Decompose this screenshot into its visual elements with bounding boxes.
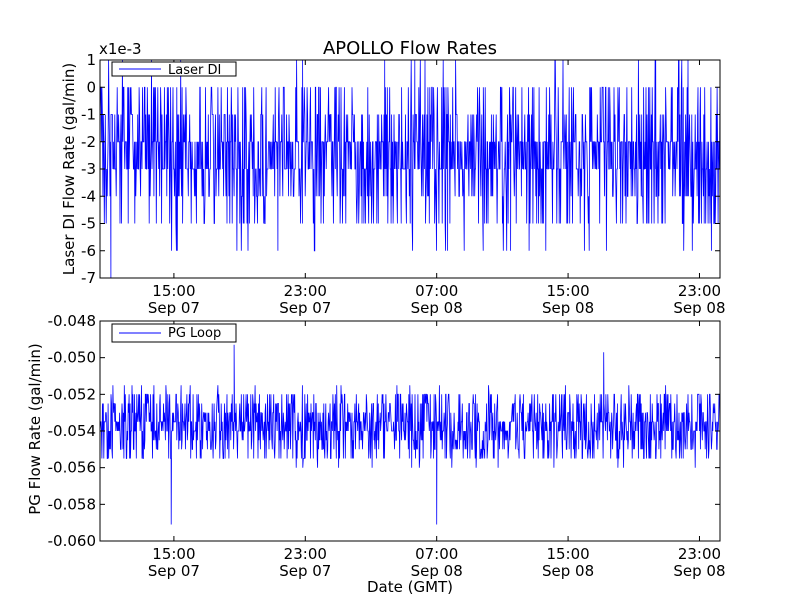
x-axis-title: Date (GMT) bbox=[367, 578, 453, 596]
y-tick-label: -5 bbox=[81, 215, 96, 233]
subplot-pg-loop: PG Flow Rate (gal/min) -0.048 -0.050 -0.05… bbox=[26, 312, 726, 580]
y-tick-label: -0.048 bbox=[48, 312, 96, 330]
legend-pg-loop: PG Loop bbox=[111, 323, 237, 343]
series-line-pg-loop bbox=[100, 344, 720, 525]
series-line-laser-di bbox=[100, 60, 720, 278]
y-tick-label: -0.056 bbox=[48, 459, 96, 477]
y-axis-title-pg-loop: PG Flow Rate (gal/min) bbox=[26, 343, 44, 515]
legend-label-laser-di: Laser DI bbox=[168, 63, 221, 78]
x-tick-label-time: 15:00 bbox=[546, 282, 589, 300]
chart-title: APOLLO Flow Rates bbox=[323, 38, 497, 59]
subplot-laser-di: x1e-3 Laser DI Flow Rate (gal/min) 1 0 -1 -… bbox=[60, 40, 726, 317]
y-tick-label: -0.060 bbox=[48, 532, 96, 550]
x-tick-label-date: Sep 07 bbox=[279, 562, 331, 580]
y-tick-label: -0.054 bbox=[48, 422, 96, 440]
y-tick-label: -7 bbox=[81, 269, 96, 287]
x-tick-label-date: Sep 08 bbox=[673, 562, 725, 580]
legend-laser-di: Laser DI bbox=[111, 61, 237, 78]
legend-label-pg-loop: PG Loop bbox=[168, 326, 221, 341]
x-tick-label-time: 15:00 bbox=[152, 545, 195, 563]
legend-box bbox=[111, 323, 237, 343]
x-tick-label-time: 23:00 bbox=[678, 545, 721, 563]
x-tick-label-date: Sep 07 bbox=[148, 299, 200, 317]
x-tick-label-date: Sep 08 bbox=[411, 299, 463, 317]
x-tick-label-time: 07:00 bbox=[415, 282, 458, 300]
y-tick-label: -0.050 bbox=[48, 349, 96, 367]
y-tick-label: -6 bbox=[81, 242, 96, 260]
x-tick-label-date: Sep 08 bbox=[411, 562, 463, 580]
x-tick-label-time: 15:00 bbox=[152, 282, 195, 300]
y-tick-label: -0.052 bbox=[48, 385, 96, 403]
x-tick-label-date: Sep 07 bbox=[148, 562, 200, 580]
x-tick-label-time: 23:00 bbox=[284, 545, 327, 563]
x-tick-label-date: Sep 08 bbox=[542, 562, 594, 580]
y-tick-label: -2 bbox=[81, 133, 96, 151]
plot-area-pg-loop: -0.048 -0.050 -0.052 -0.054 -0.056 -0.058 -0.0… bbox=[48, 312, 726, 580]
legend-box bbox=[111, 61, 237, 77]
x-tick-label-date: Sep 08 bbox=[542, 299, 594, 317]
x-tick-label-date: Sep 07 bbox=[279, 299, 331, 317]
y-tick-label: -4 bbox=[81, 187, 96, 205]
y-tick-label: -0.058 bbox=[48, 495, 96, 513]
x-tick-label-time: 23:00 bbox=[678, 282, 721, 300]
y-axis-title-laser-di: Laser DI Flow Rate (gal/min) bbox=[60, 63, 78, 275]
x-tick-label-date: Sep 08 bbox=[673, 299, 725, 317]
y-tick-label: 1 bbox=[86, 51, 96, 69]
y-tick-label: -1 bbox=[81, 106, 96, 124]
y-tick-label: 0 bbox=[86, 78, 96, 96]
x-tick-label-time: 15:00 bbox=[546, 545, 589, 563]
x-tick-label-time: 07:00 bbox=[415, 545, 458, 563]
y-scale-label: x1e-3 bbox=[99, 40, 142, 58]
y-tick-label: -3 bbox=[81, 160, 96, 178]
x-tick-label-time: 23:00 bbox=[284, 282, 327, 300]
